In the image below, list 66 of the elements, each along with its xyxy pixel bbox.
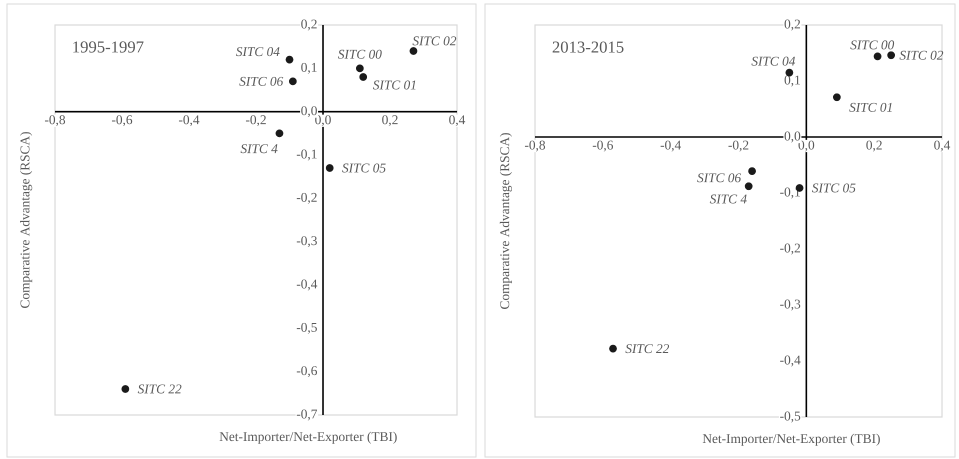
- annotation: SITC 05: [342, 163, 386, 172]
- y-tick-label: -0,3: [780, 300, 800, 310]
- y-axis-title: Comparative Advantage (RSCA): [500, 133, 512, 309]
- point: [609, 344, 617, 353]
- x-tick-label: -0,4: [178, 115, 200, 126]
- y-axis-title: Comparative Advantage (RSCA): [20, 132, 32, 308]
- y-tick-label: -0,5: [296, 322, 317, 334]
- y-tick-label: -0,2: [780, 244, 800, 254]
- point: [276, 129, 284, 138]
- x-tick-label: 0,2: [382, 115, 398, 126]
- y-tick-label: -0,6: [296, 366, 318, 378]
- x-tick-label: 0,0: [315, 115, 331, 126]
- annotation: SITC 01: [849, 102, 892, 112]
- annotation: SITC 00: [338, 50, 382, 59]
- x-tick-label: 0,4: [449, 115, 466, 126]
- text: 1995-1997: [73, 41, 144, 53]
- y-tick-label: -0,4: [296, 280, 318, 290]
- point: [887, 51, 896, 60]
- x-tick-label: -0,2: [246, 115, 266, 126]
- point: [356, 64, 364, 72]
- annotation: SITC 04: [751, 56, 796, 66]
- y-tick-label: 0,2: [784, 20, 800, 30]
- point: [410, 47, 418, 55]
- y-tick-label: -0,7: [296, 410, 318, 420]
- x-tick-label: -0,8: [524, 140, 546, 152]
- annotation: SITC 06: [697, 173, 742, 182]
- x-tick-label: 0,4: [934, 140, 950, 152]
- y-tick-label: -0,3: [296, 236, 317, 248]
- annotation: SITC 01: [372, 80, 416, 90]
- x-tick-label: -0,4: [660, 140, 682, 152]
- annotation: SITC 05: [812, 183, 856, 192]
- y-tick-label: 0,0: [784, 132, 800, 142]
- y-tick-label: -0,4: [780, 356, 801, 366]
- y-tick-label: -0,5: [780, 412, 800, 422]
- x-tick-label: 0,2: [866, 140, 882, 152]
- point: [744, 182, 753, 190]
- point: [874, 52, 882, 60]
- y-tick-label: 0,1: [301, 62, 317, 74]
- point: [748, 167, 756, 176]
- point: [833, 93, 841, 102]
- point: [288, 77, 297, 86]
- annotation: SITC 22: [625, 344, 670, 354]
- x-axis-title: Net-Importer/Net-Exporter (TBI): [220, 432, 397, 444]
- x-tick-label: -0,6: [112, 115, 132, 126]
- y-tick-label: -0,2: [296, 192, 317, 204]
- point: [326, 164, 334, 172]
- x-axis-title: Net-Importer/Net-Exporter (TBI): [702, 434, 880, 446]
- x-tick-label: -0,6: [592, 140, 613, 152]
- annotation: SITC 00: [850, 40, 894, 50]
- point: [359, 73, 368, 81]
- annotation: SITC 04: [236, 47, 280, 56]
- annotation: SITC 02: [900, 50, 944, 60]
- point: [121, 385, 130, 393]
- x-tick-label: -0,8: [44, 115, 66, 126]
- x-tick-label: -0,2: [728, 140, 748, 152]
- annotation: SITC 22: [138, 384, 182, 394]
- y-tick-label: 0,1: [784, 76, 800, 86]
- y-tick-label: 0,2: [301, 20, 317, 30]
- y-tick-label: -0,1: [296, 150, 317, 160]
- point: [286, 56, 294, 64]
- annotation: SITC 4: [710, 194, 747, 204]
- annotation: SITC 02: [412, 36, 456, 46]
- annotation: SITC 06: [239, 76, 284, 86]
- annotation: SITC 4: [240, 144, 278, 154]
- y-tick-label: 0,0: [301, 106, 317, 118]
- text: 2013-2015: [552, 41, 624, 53]
